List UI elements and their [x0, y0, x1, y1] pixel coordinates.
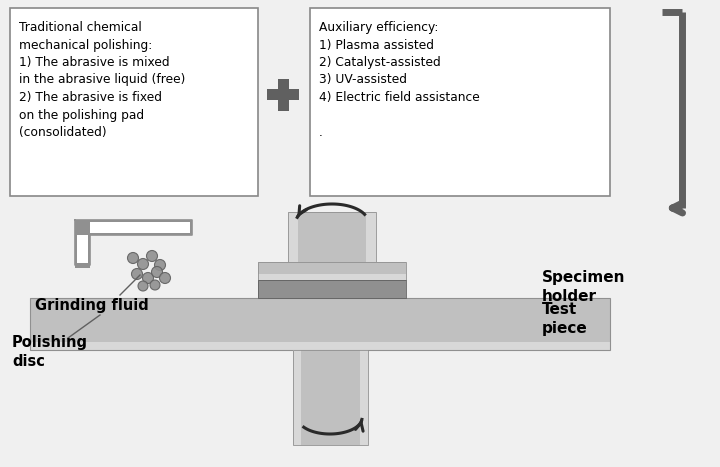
Bar [267, 89, 299, 100]
Circle shape [143, 273, 153, 283]
Bar [258, 280, 406, 298]
Bar [75, 220, 90, 235]
Bar [301, 350, 360, 445]
Circle shape [146, 250, 158, 262]
Circle shape [138, 259, 148, 269]
Bar [258, 280, 406, 298]
Bar [258, 262, 406, 280]
Bar [258, 274, 406, 280]
Bar [77, 222, 190, 233]
Bar [288, 212, 376, 298]
Bar [288, 212, 376, 298]
Bar [310, 8, 610, 196]
Bar [298, 212, 366, 298]
Bar [293, 350, 368, 445]
Bar [258, 262, 406, 280]
Circle shape [150, 280, 160, 290]
Bar [77, 222, 88, 263]
Text: Polishing
disc: Polishing disc [12, 335, 88, 368]
Bar [75, 220, 90, 265]
Bar [75, 220, 192, 235]
Bar [30, 342, 610, 350]
Bar [30, 298, 610, 350]
Bar [75, 265, 90, 268]
Circle shape [138, 281, 148, 291]
Text: Grinding fluid: Grinding fluid [35, 298, 149, 313]
Text: Auxiliary efficiency:
1) Plasma assisted
2) Catalyst-assisted
3) UV-assisted
4) : Auxiliary efficiency: 1) Plasma assisted… [319, 21, 480, 139]
Circle shape [127, 253, 138, 263]
Bar [278, 79, 289, 111]
Circle shape [132, 269, 143, 280]
Circle shape [160, 273, 171, 283]
Circle shape [155, 260, 166, 270]
Bar [293, 350, 368, 445]
Text: Test
piece: Test piece [542, 302, 588, 336]
Text: Traditional chemical
mechanical polishing:
1) The abrasive is mixed
in the abras: Traditional chemical mechanical polishin… [19, 21, 185, 139]
Bar [10, 8, 258, 196]
Text: Specimen
holder: Specimen holder [542, 270, 626, 304]
Circle shape [151, 267, 163, 277]
Bar [30, 298, 610, 350]
